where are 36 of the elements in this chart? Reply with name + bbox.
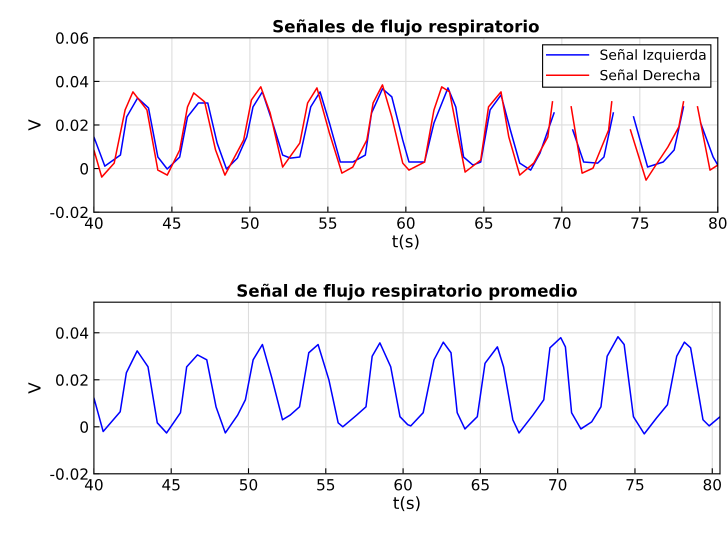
x-tick-label: 80 xyxy=(709,217,727,229)
x-axis-title: t(s) xyxy=(393,496,420,512)
x-tick-label: 65 xyxy=(475,217,492,229)
x-tick-label: 80 xyxy=(704,478,721,491)
line-series xyxy=(94,336,720,435)
chart-title: Señal de flujo respiratorio promedio xyxy=(238,284,577,300)
x-tick-label: 40 xyxy=(84,478,103,491)
y-tick-label: 0 xyxy=(80,163,88,175)
legend-label: Señal Izquierda xyxy=(600,48,706,63)
y-axis-title: V xyxy=(28,382,40,394)
legend-label: Señal Derecha xyxy=(600,69,700,80)
x-tick-label: 75 xyxy=(626,479,644,491)
x-tick-label: 65 xyxy=(472,478,489,491)
x-tick-label: 45 xyxy=(162,479,180,491)
x-tick-label: 70 xyxy=(549,478,566,491)
chart-title: Señales de flujo respiratorio xyxy=(273,19,539,36)
y-tick-label: 0.06 xyxy=(56,32,88,44)
x-tick-label: 60 xyxy=(394,478,412,491)
y-tick-label: 0 xyxy=(80,421,88,433)
y-tick-label: -0.02 xyxy=(50,468,88,480)
y-tick-label: 0.04 xyxy=(56,76,88,88)
x-tick-label: 55 xyxy=(317,479,334,491)
x-tick-label: 70 xyxy=(553,217,571,229)
x-tick-label: 75 xyxy=(631,217,648,229)
x-tick-label: 50 xyxy=(240,478,258,491)
y-tick-label: 0.02 xyxy=(56,119,88,132)
y-tick-label: -0.02 xyxy=(50,206,88,218)
x-tick-label: 60 xyxy=(397,217,415,229)
x-axis-title: t(s) xyxy=(392,234,419,250)
x-tick-label: 55 xyxy=(319,217,336,229)
x-tick-label: 50 xyxy=(241,217,259,229)
x-tick-label: 45 xyxy=(162,217,180,229)
x-tick-label: 40 xyxy=(84,217,103,229)
y-tick-label: 0.02 xyxy=(56,374,88,386)
y-axis-title: V xyxy=(28,119,40,131)
y-tick-label: 0.04 xyxy=(56,327,88,339)
